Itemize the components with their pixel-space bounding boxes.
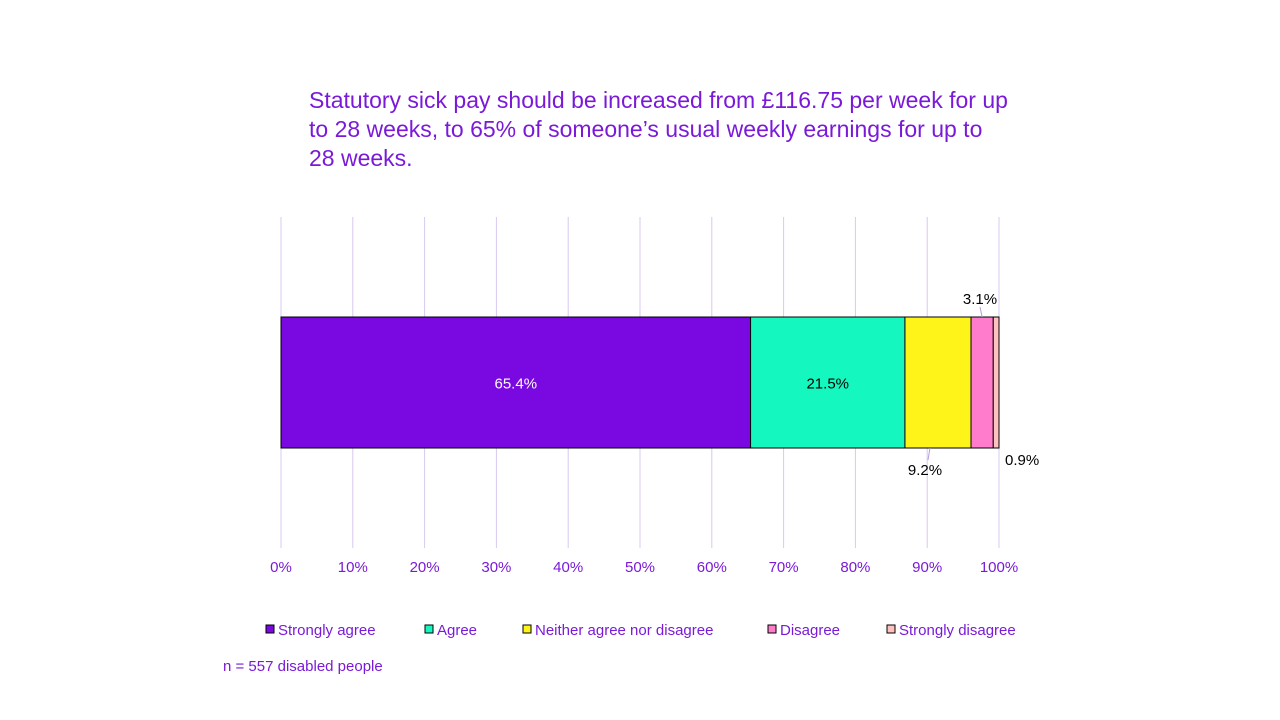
- x-tick-label: 60%: [697, 559, 727, 576]
- bar-segment: [750, 316, 906, 449]
- legend-swatch: [522, 624, 532, 634]
- leader-line: [979, 306, 983, 318]
- bar-segment: [992, 316, 1000, 449]
- x-tick-label: 10%: [338, 559, 368, 576]
- chart-title: Statutory sick pay should be increased f…: [309, 87, 1008, 171]
- legend-label: Strongly agree: [278, 622, 376, 639]
- legend-label: Disagree: [780, 622, 840, 639]
- legend-swatch: [265, 624, 275, 634]
- x-tick-label: 20%: [410, 559, 440, 576]
- x-tick-label: 70%: [769, 559, 799, 576]
- x-tick-label: 30%: [481, 559, 511, 576]
- data-label: 65.4%: [495, 376, 538, 393]
- x-tick-label: 50%: [625, 559, 655, 576]
- legend-label: Strongly disagree: [899, 622, 1016, 639]
- bar-segment: [970, 316, 994, 449]
- x-tick-label: 80%: [840, 559, 870, 576]
- data-label: 9.2%: [908, 462, 942, 479]
- x-tick-label: 0%: [270, 559, 292, 576]
- legend-swatch: [767, 624, 777, 634]
- bar-segment: [904, 316, 972, 449]
- data-label: 0.9%: [1005, 452, 1039, 469]
- legend-swatch: [424, 624, 434, 634]
- sample-size-note: n = 557 disabled people: [223, 658, 383, 675]
- bar-segment: [280, 316, 752, 449]
- x-tick-label: 90%: [912, 559, 942, 576]
- x-tick-label: 40%: [553, 559, 583, 576]
- x-tick-label: 100%: [980, 559, 1018, 576]
- leader-line: [927, 447, 931, 461]
- legend-label: Agree: [437, 622, 477, 639]
- data-label: 21.5%: [806, 376, 849, 393]
- data-label: 3.1%: [963, 291, 997, 308]
- legend-label: Neither agree nor disagree: [535, 622, 713, 639]
- legend-swatch: [886, 624, 896, 634]
